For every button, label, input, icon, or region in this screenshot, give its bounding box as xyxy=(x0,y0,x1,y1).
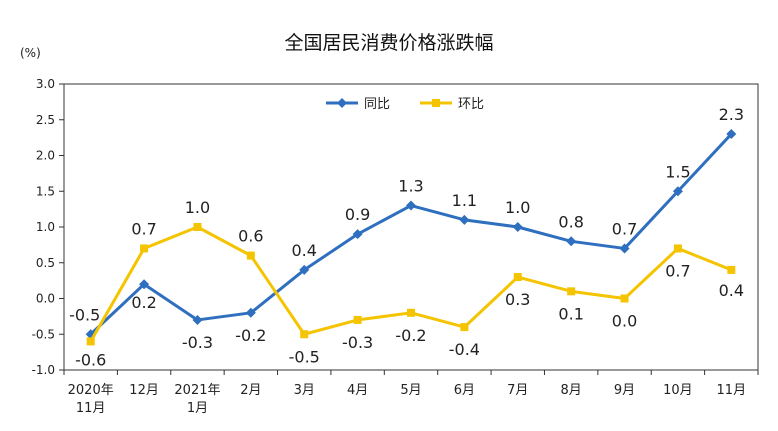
data-label: 1.5 xyxy=(665,162,690,181)
x-tick-label: 5月 xyxy=(400,383,421,398)
y-axis-unit: (%) xyxy=(20,46,41,60)
data-label: 0.7 xyxy=(612,219,637,238)
data-point xyxy=(567,287,576,296)
data-point xyxy=(86,337,95,346)
x-tick-label: 2020年 xyxy=(68,383,114,398)
data-point xyxy=(139,279,150,290)
data-point xyxy=(619,243,630,254)
data-label: 0.8 xyxy=(558,212,583,231)
y-tick-label: 2.0 xyxy=(36,149,55,163)
y-tick-label: 3.0 xyxy=(36,77,55,91)
legend-marker xyxy=(337,98,347,108)
data-label: -0.4 xyxy=(449,340,480,359)
x-tick-label: 1月 xyxy=(187,401,208,416)
data-label: 0.4 xyxy=(719,281,744,300)
data-label: 1.0 xyxy=(505,198,530,217)
data-point xyxy=(566,236,577,247)
x-tick-label: 12月 xyxy=(129,383,159,398)
data-label: -0.6 xyxy=(75,350,106,369)
y-tick-label: 0.5 xyxy=(36,256,55,270)
x-tick-label: 4月 xyxy=(347,383,368,398)
x-tick-label: 2021年 xyxy=(174,383,220,398)
data-point xyxy=(727,265,736,274)
data-point xyxy=(406,200,416,211)
data-point xyxy=(246,251,255,260)
data-label: 0.7 xyxy=(131,219,156,238)
data-point xyxy=(459,214,470,225)
data-point xyxy=(672,186,683,197)
data-point xyxy=(620,294,629,303)
data-label: 0.1 xyxy=(558,304,583,323)
data-label: 2.3 xyxy=(719,105,744,124)
data-label: 0.9 xyxy=(345,205,370,224)
data-label: -0.2 xyxy=(395,326,426,345)
data-point xyxy=(300,330,309,339)
data-label: 0.0 xyxy=(612,312,637,331)
x-tick-label: 10月 xyxy=(663,383,693,398)
data-label: -0.3 xyxy=(182,333,213,352)
data-point xyxy=(353,315,362,324)
data-point xyxy=(460,323,469,332)
data-label: -0.3 xyxy=(342,333,373,352)
data-label: -0.5 xyxy=(69,305,100,324)
y-tick-label: 1.5 xyxy=(36,184,55,198)
data-point xyxy=(193,223,202,231)
x-tick-label: 7月 xyxy=(507,383,528,398)
data-label: 0.6 xyxy=(238,227,263,246)
x-tick-label: 9月 xyxy=(614,383,635,398)
data-label: 1.0 xyxy=(185,198,210,217)
data-point xyxy=(673,244,682,253)
data-label: 0.4 xyxy=(292,241,317,260)
y-tick-label: 0.0 xyxy=(36,292,55,306)
data-point xyxy=(513,273,522,282)
x-tick-label: 6月 xyxy=(454,383,475,398)
x-tick-label: 2月 xyxy=(240,383,261,398)
data-label: 0.3 xyxy=(505,290,530,309)
x-tick-label: 8月 xyxy=(561,383,582,398)
chart-title: 全国居民消费价格涨跌幅 xyxy=(284,32,494,54)
x-tick-label: 11月 xyxy=(717,383,747,398)
y-tick-label: -1.0 xyxy=(32,363,55,377)
legend-label: 环比 xyxy=(458,97,484,112)
data-point xyxy=(726,129,737,140)
x-tick-label: 11月 xyxy=(76,401,106,416)
data-point xyxy=(192,314,203,325)
legend-label: 同比 xyxy=(364,97,390,112)
data-label: 1.1 xyxy=(452,191,477,210)
y-tick-label: 2.5 xyxy=(36,113,55,127)
data-point xyxy=(512,222,523,232)
y-tick-label: -0.5 xyxy=(32,327,55,341)
data-point xyxy=(352,229,363,240)
legend-marker xyxy=(432,99,440,107)
data-point xyxy=(245,307,256,318)
data-point xyxy=(299,264,310,275)
data-point xyxy=(140,244,149,253)
data-label: 0.2 xyxy=(131,293,156,312)
data-point xyxy=(407,308,415,317)
x-tick-label: 3月 xyxy=(294,383,315,398)
data-label: -0.5 xyxy=(289,347,320,366)
data-label: 0.7 xyxy=(665,261,690,280)
data-label: 1.3 xyxy=(398,177,423,196)
data-label: -0.2 xyxy=(235,326,266,345)
y-tick-label: 1.0 xyxy=(36,220,55,234)
